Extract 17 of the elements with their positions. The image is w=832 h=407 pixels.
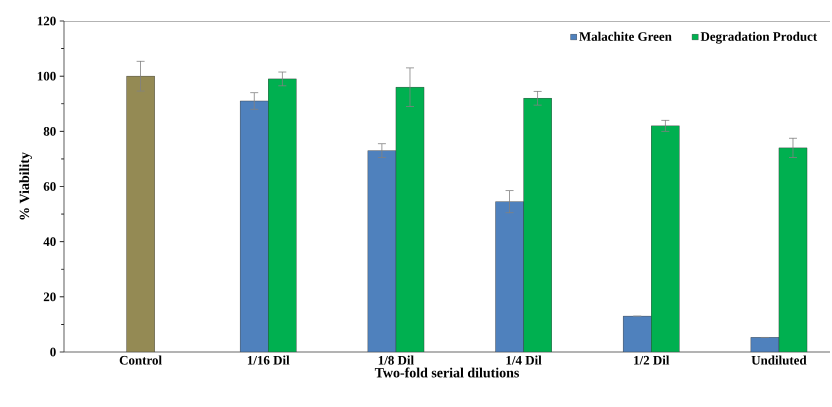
legend-label: Degradation Product bbox=[700, 32, 818, 44]
y-tick-label: 20 bbox=[44, 292, 56, 302]
legend-label: Malachite Green bbox=[579, 32, 672, 41]
x-tick-label: 1/2 Dil bbox=[634, 356, 670, 365]
x-tick-label: Control bbox=[120, 356, 162, 365]
x-tick-label: 1/16 Dil bbox=[248, 356, 290, 365]
y-tick-label: 0 bbox=[50, 348, 56, 356]
y-axis-title: % Viability bbox=[19, 152, 32, 220]
x-tick-label: 1/8 Dil bbox=[378, 356, 414, 365]
y-tick-label: 100 bbox=[38, 72, 56, 81]
x-axis-title: Two-fold serial dilutions bbox=[374, 367, 519, 378]
y-tick-label: 40 bbox=[43, 237, 56, 246]
x-tick-label: 1/4 Dil bbox=[506, 356, 542, 365]
y-tick-label: 120 bbox=[38, 16, 56, 26]
y-tick-label: 80 bbox=[44, 126, 56, 136]
y-tick-label: 60 bbox=[44, 182, 56, 191]
x-tick-label: Undiluted bbox=[752, 356, 807, 365]
